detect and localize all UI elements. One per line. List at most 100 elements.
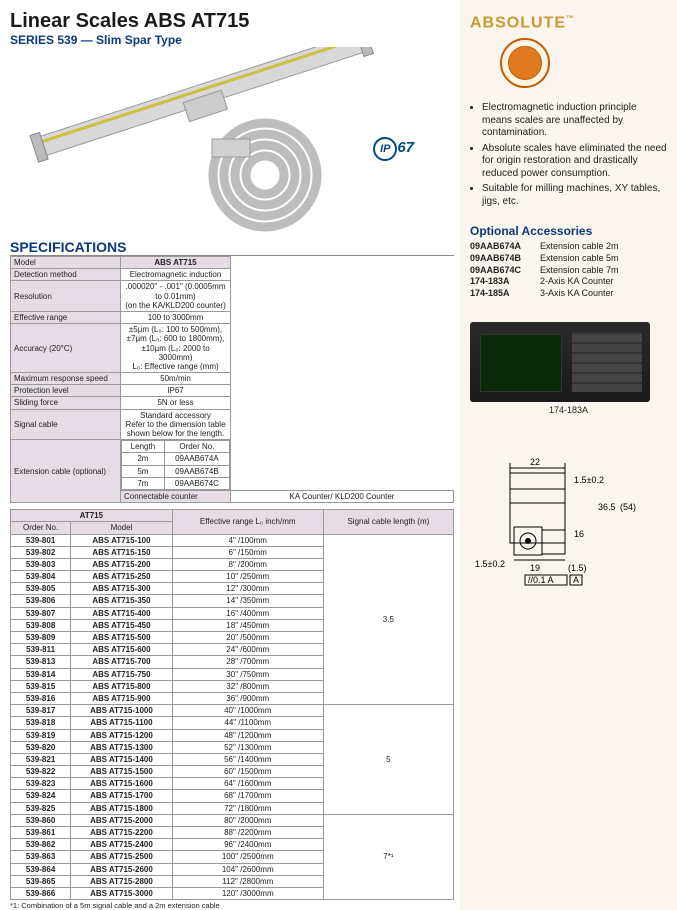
- opt-desc: 2-Axis KA Counter: [540, 276, 667, 288]
- svg-text:1.5±0.2: 1.5±0.2: [475, 559, 505, 569]
- spec-model-value: ABS AT715: [121, 257, 231, 269]
- order-no: 539-815: [11, 680, 71, 692]
- range: 80" /2000mm: [172, 814, 323, 826]
- cable-len: 3.5: [323, 534, 453, 705]
- spec-label: Detection method: [11, 269, 121, 281]
- model-no: ABS AT715-300: [71, 583, 173, 595]
- range: 14" /350mm: [172, 595, 323, 607]
- spec-value: 100 to 3000mm: [121, 311, 231, 323]
- range: 12" /300mm: [172, 583, 323, 595]
- dimension-drawing: 22 1.5±0.2 36.5 (54) 16 1.5±0.2: [470, 455, 660, 597]
- range: 120" /3000mm: [172, 887, 323, 899]
- range: 104" /2600mm: [172, 863, 323, 875]
- spec-value: IP67: [121, 385, 231, 397]
- order-no: 539-861: [11, 827, 71, 839]
- spec-label: Sliding force: [11, 397, 121, 409]
- range: 68" /1700mm: [172, 790, 323, 802]
- seal-icon: [500, 38, 550, 88]
- spec-value: Electromagnetic induction: [121, 269, 231, 281]
- range: 4" /100mm: [172, 534, 323, 546]
- ip67-badge: IP67: [373, 137, 414, 161]
- model-no: ABS AT715-1600: [71, 778, 173, 790]
- opt-code: 174-183A: [470, 276, 540, 288]
- model-no: ABS AT715-1100: [71, 717, 173, 729]
- range: 10" /250mm: [172, 571, 323, 583]
- spec-value: ±5µm (L₀: 100 to 500mm), ±7µm (L₀: 600 t…: [121, 324, 231, 373]
- opt-code: 09AAB674B: [470, 253, 540, 265]
- feature-bullet: Suitable for milling machines, XY tables…: [482, 183, 667, 208]
- model-no: ABS AT715-2200: [71, 827, 173, 839]
- model-no: ABS AT715-1300: [71, 741, 173, 753]
- model-no: ABS AT715-2800: [71, 875, 173, 887]
- opt-code: 174-185A: [470, 288, 540, 300]
- order-no: 539-817: [11, 705, 71, 717]
- model-no: ABS AT715-500: [71, 632, 173, 644]
- opt-desc: 3-Axis KA Counter: [540, 288, 667, 300]
- order-no: 539-809: [11, 632, 71, 644]
- range: 52" /1300mm: [172, 741, 323, 753]
- order-no: 539-825: [11, 802, 71, 814]
- order-no: 539-822: [11, 766, 71, 778]
- order-no: 539-801: [11, 534, 71, 546]
- model-no: ABS AT715-3000: [71, 887, 173, 899]
- model-no: ABS AT715-750: [71, 668, 173, 680]
- model-no: ABS AT715-700: [71, 656, 173, 668]
- model-no: ABS AT715-100: [71, 534, 173, 546]
- order-no: 539-807: [11, 607, 71, 619]
- range: 40" /1000mm: [172, 705, 323, 717]
- col-model: Model: [71, 522, 173, 534]
- svg-text:22: 22: [530, 457, 540, 467]
- spec-value: .000020" - .001" (0.0005mm to 0.01mm)(on…: [121, 281, 231, 312]
- range: 88" /2200mm: [172, 827, 323, 839]
- model-no: ABS AT715-2400: [71, 839, 173, 851]
- cable-len: 7*¹: [323, 814, 453, 899]
- order-no: 539-814: [11, 668, 71, 680]
- model-no: ABS AT715-150: [71, 546, 173, 558]
- model-no: ABS AT715-200: [71, 558, 173, 570]
- order-no: 539-866: [11, 887, 71, 899]
- range: 20" /500mm: [172, 632, 323, 644]
- svg-text:A: A: [573, 575, 579, 585]
- col-cable: Signal cable length (m): [323, 510, 453, 534]
- order-no: 539-803: [11, 558, 71, 570]
- counter-caption: 174-183A: [470, 405, 667, 415]
- model-no: ABS AT715-400: [71, 607, 173, 619]
- range: 28" /700mm: [172, 656, 323, 668]
- svg-text:16: 16: [574, 529, 584, 539]
- col-range: Effective range L₀ inch/mm: [172, 510, 323, 534]
- optional-heading: Optional Accessories: [470, 224, 667, 238]
- model-no: ABS AT715-600: [71, 644, 173, 656]
- model-no: ABS AT715-250: [71, 571, 173, 583]
- order-no: 539-820: [11, 741, 71, 753]
- order-no: 539-865: [11, 875, 71, 887]
- opt-code: 09AAB674A: [470, 241, 540, 253]
- model-no: ABS AT715-1200: [71, 729, 173, 741]
- model-no: ABS AT715-350: [71, 595, 173, 607]
- col-order: Order No.: [11, 522, 71, 534]
- range: 56" /1400mm: [172, 753, 323, 765]
- feature-bullet: Electromagnetic induction principle mean…: [482, 102, 667, 140]
- range: 100" /2500mm: [172, 851, 323, 863]
- order-no: 539-816: [11, 692, 71, 704]
- order-no: 539-823: [11, 778, 71, 790]
- range: 24" /600mm: [172, 644, 323, 656]
- product-hero: IP67: [10, 47, 454, 237]
- spec-table: ModelABS AT715 Detection methodElectroma…: [10, 256, 454, 503]
- spec-value: 5N or less: [121, 397, 231, 409]
- spec-value: Standard accessoryRefer to the dimension…: [121, 409, 231, 440]
- opt-desc: Extension cable 2m: [540, 241, 667, 253]
- opt-desc: Extension cable 5m: [540, 253, 667, 265]
- model-no: ABS AT715-1800: [71, 802, 173, 814]
- range: 6" /150mm: [172, 546, 323, 558]
- model-no: ABS AT715-1000: [71, 705, 173, 717]
- range: 72" /1800mm: [172, 802, 323, 814]
- order-no: 539-813: [11, 656, 71, 668]
- model-no: ABS AT715-1700: [71, 790, 173, 802]
- range: 60" /1500mm: [172, 766, 323, 778]
- connectable-value: KA Counter/ KLD200 Counter: [231, 490, 454, 502]
- order-no: 539-818: [11, 717, 71, 729]
- order-no: 539-805: [11, 583, 71, 595]
- svg-text:(54): (54): [620, 502, 636, 512]
- model-table: AT715 Effective range L₀ inch/mm Signal …: [10, 509, 454, 900]
- model-no: ABS AT715-2500: [71, 851, 173, 863]
